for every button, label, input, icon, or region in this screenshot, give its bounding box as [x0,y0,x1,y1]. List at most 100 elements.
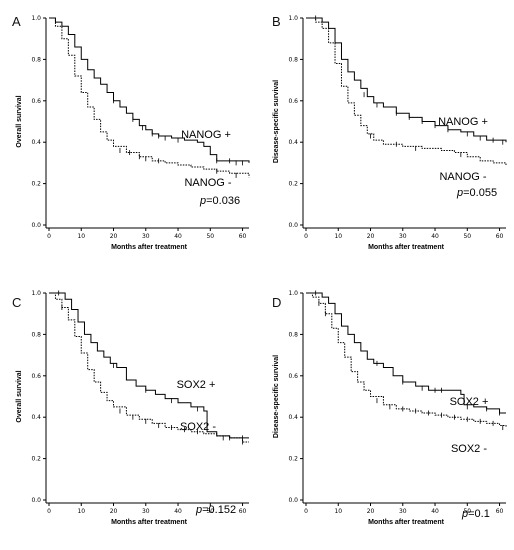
x-tick-label: 50 [206,508,214,515]
p-value: p=0.1 [461,508,490,520]
series-label-negative: NANOG - [184,177,231,189]
y-tick-label: 0.8 [31,331,41,338]
panel-d: D 0 10 20 30 40 50 60 0.0 0.2 0.4 0.6 0.8 1.0 Months … [257,275,514,550]
y-tick-label: 0.2 [288,456,298,463]
p-value-symbol: p [461,508,468,520]
y-tick-label: 0.6 [288,373,298,380]
y-axis-title: Overall survival [16,95,23,147]
x-axis-title: Months after treatment [368,519,445,526]
y-tick-label: 0.6 [31,373,41,380]
x-axis-title: Months after treatment [111,519,188,526]
x-tick-label: 30 [142,508,150,515]
panel-b: B 0 10 20 30 40 50 60 0.0 0.2 0.4 0.6 0.8 1.0 Months … [257,0,514,275]
x-tick-label: 20 [367,508,375,515]
x-tick-label: 60 [239,508,247,515]
series-label-negative: SOX2 - [451,443,487,455]
x-tick-label: 40 [174,508,182,515]
x-tick-label: 10 [77,508,85,515]
x-axis-title: Months after treatment [111,244,188,251]
x-tick-label: 60 [496,508,504,515]
x-tick-label: 30 [399,233,407,240]
km-plot-b: 0 10 20 30 40 50 60 0.0 0.2 0.4 0.6 0.8 1.0 Months af… [273,15,507,251]
x-tick-label: 50 [463,508,471,515]
p-value-symbol: p [456,187,463,199]
p-value-number: =0.036 [206,195,240,207]
x-tick-label: 0 [47,508,51,515]
p-value-symbol: p [195,504,202,516]
x-tick-label: 0 [304,508,308,515]
panel-label: A [12,14,21,29]
y-tick-label: 0.8 [288,331,298,338]
x-axis-title: Months after treatment [368,244,445,251]
x-tick-label: 30 [399,508,407,515]
series-label-positive: SOX2 + [177,379,216,391]
y-tick-label: 0.8 [288,56,298,63]
curve-positive [306,17,507,143]
y-tick-label: 0.2 [31,456,41,463]
km-plot-a: 0 10 20 30 40 50 60 0.0 0.2 0.4 0.6 0.8 1.0 Months af… [16,15,250,251]
p-value-symbol: p [199,195,206,207]
y-tick-label: 1.0 [31,15,41,22]
p-value: p=0.152 [195,504,236,516]
x-tick-label: 50 [206,233,214,240]
y-tick-label: 1.0 [288,290,298,297]
x-tick-label: 20 [110,233,118,240]
panel-label: B [272,14,281,29]
y-tick-label: 0.4 [31,139,41,146]
x-tick-label: 0 [304,233,308,240]
y-tick-label: 1.0 [31,290,41,297]
curve-positive [49,17,250,163]
curve-negative [306,292,507,428]
y-tick-label: 0.4 [31,414,41,421]
y-tick-label: 0.0 [31,497,41,504]
y-tick-label: 0.6 [288,98,298,105]
y-tick-label: 0.6 [31,98,41,105]
curve-negative [49,292,249,443]
x-tick-label: 10 [77,233,85,240]
p-value-number: =0.152 [202,504,236,516]
y-tick-label: 0.4 [288,414,298,421]
panel-a: A 0 10 20 30 40 50 60 0.0 0.2 0.4 0.6 0.8 1.0 Months … [0,0,257,275]
p-value: p=0.055 [456,187,497,199]
curve-negative [49,17,250,178]
curve-positive [306,292,506,414]
x-tick-label: 40 [431,508,439,515]
panel-label: D [272,295,282,310]
p-value-number: =0.1 [468,508,490,520]
series-label-positive: NANOG + [438,116,488,128]
y-axis-title: Disease-specific survival [273,80,280,163]
y-tick-label: 0.8 [31,56,41,63]
y-tick-label: 0.0 [31,222,41,229]
series-label-negative: NANOG - [439,171,486,183]
km-plot-c: 0 10 20 30 40 50 60 0.0 0.2 0.4 0.6 0.8 1.0 Months af… [16,290,249,526]
x-tick-label: 10 [334,508,342,515]
y-tick-label: 0.2 [31,181,41,188]
x-tick-label: 40 [431,233,439,240]
x-tick-label: 10 [334,233,342,240]
km-plot-d: 0 10 20 30 40 50 60 0.0 0.2 0.4 0.6 0.8 1.0 Months af… [273,290,507,526]
y-tick-label: 0.4 [288,139,298,146]
y-tick-label: 0.0 [288,222,298,229]
curve-negative [306,17,507,165]
series-label-positive: NANOG + [181,129,231,141]
p-value: p=0.036 [199,195,240,207]
y-tick-label: 0.2 [288,181,298,188]
y-axis-title: Overall survival [16,370,23,422]
panel-label: C [12,295,22,310]
y-tick-label: 0.0 [288,497,298,504]
y-axis-title: Disease-specific survival [273,355,280,438]
y-tick-label: 1.0 [288,15,298,22]
series-label-positive: SOX2 + [450,396,489,408]
x-tick-label: 30 [142,233,150,240]
series-label-negative: SOX2 - [180,421,216,433]
curve-positive [49,292,249,439]
x-tick-label: 0 [47,233,51,240]
x-tick-label: 20 [110,508,118,515]
x-tick-label: 40 [174,233,182,240]
x-tick-label: 20 [367,233,375,240]
x-tick-label: 50 [463,233,471,240]
x-tick-label: 60 [239,233,247,240]
x-tick-label: 60 [496,233,504,240]
p-value-number: =0.055 [463,187,497,199]
panel-c: C 0 10 20 30 40 50 60 0.0 0.2 0.4 0.6 0.8 1.0 Months … [0,275,257,550]
